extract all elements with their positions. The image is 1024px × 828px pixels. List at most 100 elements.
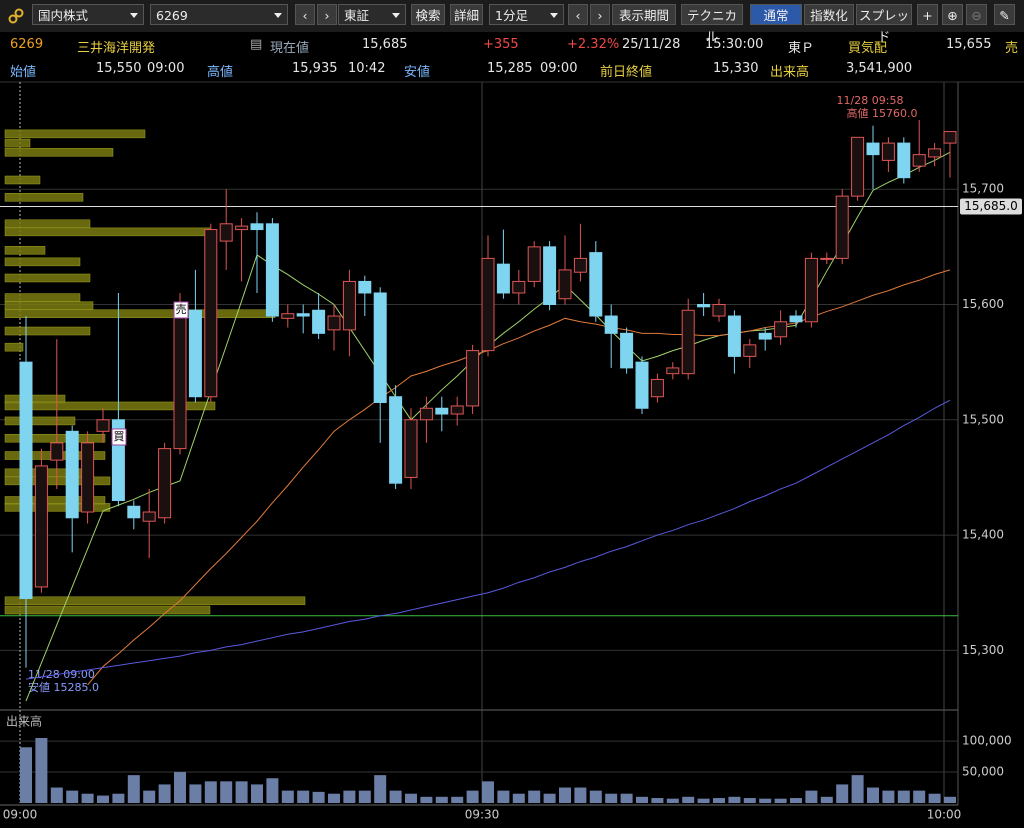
candle-body xyxy=(835,195,849,259)
bid-label: 買気配 xyxy=(848,41,888,56)
prev-close: 15,330 xyxy=(713,61,759,76)
volume-bar xyxy=(944,796,956,803)
candle-body xyxy=(127,505,141,519)
candle-body xyxy=(912,154,926,167)
candle-body xyxy=(296,313,310,317)
candle-body xyxy=(158,448,172,519)
x-tick-label: 09:00 xyxy=(3,808,38,822)
candle-body xyxy=(235,225,249,231)
candle-body xyxy=(897,142,911,179)
volume-profile-bar xyxy=(4,476,111,486)
normal-button[interactable]: 通常 xyxy=(750,4,802,25)
candle-body xyxy=(604,315,618,334)
candle-body xyxy=(19,361,33,599)
search-button[interactable]: 検索 xyxy=(411,4,445,25)
volume-profile-bar xyxy=(4,227,211,237)
candle-body xyxy=(419,407,433,421)
volume-profile-bar xyxy=(4,401,216,411)
next-period-button[interactable]: › xyxy=(590,4,610,25)
market-select[interactable]: 国内株式 xyxy=(32,4,144,25)
draw-button[interactable]: ✎ xyxy=(994,4,1015,25)
volume-profile-bar xyxy=(4,148,114,157)
volume-bar xyxy=(50,787,63,803)
candle-body xyxy=(804,257,818,323)
moving-average xyxy=(25,399,951,680)
volume-bar xyxy=(805,790,818,803)
candle-body xyxy=(435,407,449,415)
volume-bar xyxy=(451,796,464,803)
zoom-in-button[interactable]: ⊕ xyxy=(942,4,963,25)
candle-body xyxy=(50,442,64,461)
signal-mark: 売 xyxy=(176,303,187,316)
y-tick-label: 15,700 xyxy=(962,182,1004,196)
exchange-select[interactable]: 東証 xyxy=(338,4,406,25)
volume-bar xyxy=(81,793,94,803)
volume-bar xyxy=(328,793,340,803)
high-note-text: 高値 15760.0 xyxy=(847,106,918,120)
volume-profile-bar xyxy=(4,273,91,283)
signal-mark: 買 xyxy=(114,430,125,443)
index-button[interactable]: 指数化 xyxy=(804,4,854,25)
last-price-label: 15,685.0 xyxy=(964,199,1017,213)
candle-body xyxy=(327,315,341,331)
volume-bar xyxy=(605,793,618,803)
zoom-out-button[interactable]: ⊖ xyxy=(966,4,987,25)
candle-body xyxy=(573,257,587,273)
volume-bar xyxy=(851,775,864,803)
high-label: 高値 xyxy=(207,65,234,80)
candle-body xyxy=(342,280,356,331)
candle-body xyxy=(712,304,726,317)
volume-bar xyxy=(836,784,849,803)
volume: 3,541,900 xyxy=(846,61,913,76)
candle-body xyxy=(727,315,741,357)
candle-body xyxy=(928,148,942,158)
candle-body xyxy=(789,315,803,323)
volume-profile-bar xyxy=(4,219,91,229)
high: 15,935 xyxy=(292,61,338,76)
open: 15,550 xyxy=(96,61,142,76)
candle-body xyxy=(543,246,557,306)
interval-select[interactable]: 1分足 xyxy=(489,4,564,25)
quote-name: 三井海洋開発 xyxy=(77,41,156,56)
prev-period-button[interactable]: ‹ xyxy=(568,4,588,25)
volume-bar xyxy=(189,784,202,803)
period-button[interactable]: 表示期間 xyxy=(612,4,676,25)
volume-bar xyxy=(358,790,371,803)
board-icon[interactable]: ▤ xyxy=(250,37,263,52)
link-icon[interactable] xyxy=(8,8,24,24)
y-tick-label: 15,300 xyxy=(962,643,1004,657)
volume-profile-bar xyxy=(4,293,81,302)
volume-tick-label: 50,000 xyxy=(962,765,1004,779)
volume-bar xyxy=(559,787,571,803)
candle-body xyxy=(851,136,865,197)
spread-button[interactable]: スプレッド xyxy=(856,4,912,44)
prev-button[interactable]: ‹ xyxy=(295,4,315,25)
candle-body xyxy=(188,309,202,398)
last-price-box xyxy=(960,198,1022,215)
volume-bar xyxy=(435,796,448,803)
volume-bar xyxy=(405,793,417,803)
volume-bar xyxy=(343,790,356,803)
volume-title: 出来高 xyxy=(6,714,42,729)
candle-body xyxy=(620,332,634,369)
next-button[interactable]: › xyxy=(317,4,337,25)
candle-body xyxy=(281,313,295,319)
current-price: 15,685 xyxy=(362,37,408,52)
quote-time: 15:30:00 xyxy=(705,37,764,52)
detail-button[interactable]: 詳細 xyxy=(450,4,483,25)
candle-body xyxy=(265,223,279,317)
volume-profile-bar xyxy=(4,309,276,318)
volume-bar xyxy=(928,793,941,803)
candle-body xyxy=(96,419,110,432)
volume-bar xyxy=(220,781,233,803)
volume-bar xyxy=(266,778,279,803)
add-button[interactable]: + xyxy=(917,4,938,25)
technical-button[interactable]: テクニカル xyxy=(681,4,743,44)
market-code: 東Ｐ xyxy=(788,41,815,56)
volume-profile-bar xyxy=(4,433,106,443)
code-input[interactable]: 6269 xyxy=(150,4,288,25)
volume-bar xyxy=(312,791,325,803)
change-pct: +2.32% xyxy=(567,37,620,52)
volume-bar xyxy=(281,790,294,803)
